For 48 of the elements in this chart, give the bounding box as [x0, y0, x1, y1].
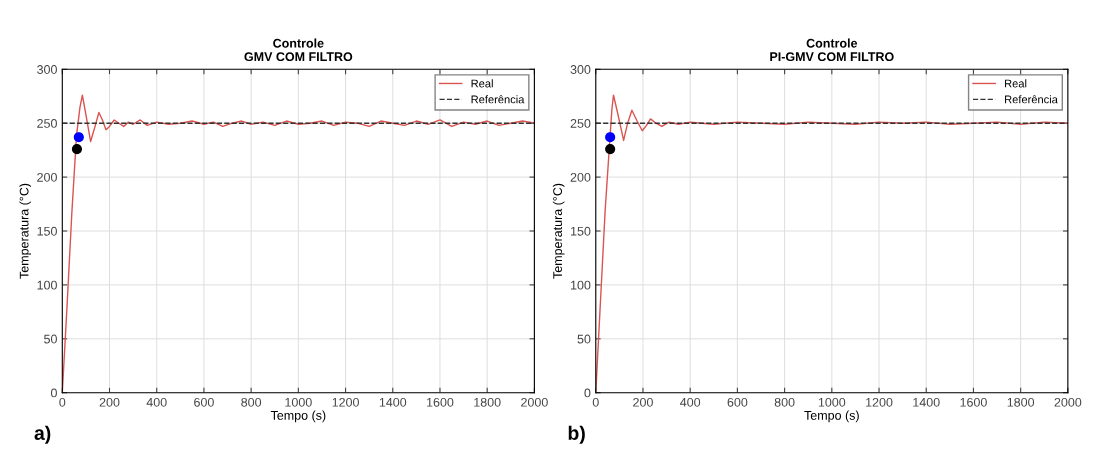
- y-axis-title: Temperatura (°C): [19, 183, 32, 279]
- y-tick-label: 150: [571, 226, 591, 236]
- text: a): [34, 425, 51, 444]
- x-tick-label: 1400: [379, 397, 407, 407]
- legend-label: Referência: [471, 95, 525, 104]
- x-tick-label: 800: [241, 397, 262, 407]
- x-tick-label: 1000: [285, 397, 312, 407]
- x-tick-label: 1200: [866, 397, 893, 407]
- x-tick-label: 200: [633, 397, 653, 407]
- x-axis-title: Tempo (s): [270, 410, 326, 423]
- chart-title: Controle GMV COM FILTRO: [244, 38, 353, 62]
- y-tick-label: 250: [37, 119, 57, 128]
- y-tick-label: 300: [570, 65, 591, 74]
- y-tick-label: 0: [50, 388, 57, 398]
- x-tick-label: 400: [680, 397, 701, 407]
- y-tick-label: 100: [571, 280, 591, 290]
- y-tick-label: 200: [570, 172, 591, 182]
- x-tick-label: 1600: [427, 397, 454, 407]
- y-tick-label: 300: [37, 65, 57, 74]
- chart-title: Controle PI-GMV COM FILTRO: [770, 38, 894, 62]
- y-tick-label: 50: [44, 334, 57, 344]
- x-tick-label: 2000: [521, 397, 548, 407]
- x-tick-label: 200: [99, 397, 120, 407]
- legend-label: Real: [471, 79, 493, 88]
- y-tick-label: 0: [584, 388, 591, 398]
- y-tick-label: 150: [37, 226, 57, 236]
- legend-label: Real: [1005, 79, 1027, 88]
- x-tick-label: 1000: [818, 397, 846, 407]
- x-tick-label: 800: [774, 397, 795, 407]
- y-axis-title: Temperatura (°C): [552, 183, 565, 279]
- x-tick-label: 1800: [474, 397, 501, 407]
- x-tick-label: 1200: [332, 397, 359, 407]
- text: b): [568, 425, 585, 444]
- x-axis-title: Tempo (s): [804, 410, 859, 423]
- x-tick-label: 600: [727, 397, 748, 407]
- x-tick-label: 0: [592, 397, 599, 407]
- x-tick-label: 1800: [1007, 397, 1035, 407]
- x-tick-label: 1400: [913, 397, 940, 407]
- x-tick-label: 0: [59, 397, 66, 407]
- x-tick-label: 2000: [1054, 397, 1082, 407]
- y-tick-label: 200: [37, 172, 57, 182]
- legend-label: Referência: [1005, 95, 1058, 104]
- y-tick-label: 100: [37, 280, 57, 290]
- x-tick-label: 600: [194, 397, 214, 407]
- x-tick-label: 1600: [960, 397, 987, 407]
- x-tick-label: 400: [146, 397, 167, 407]
- y-tick-label: 50: [577, 334, 591, 344]
- y-tick-label: 250: [570, 119, 591, 128]
